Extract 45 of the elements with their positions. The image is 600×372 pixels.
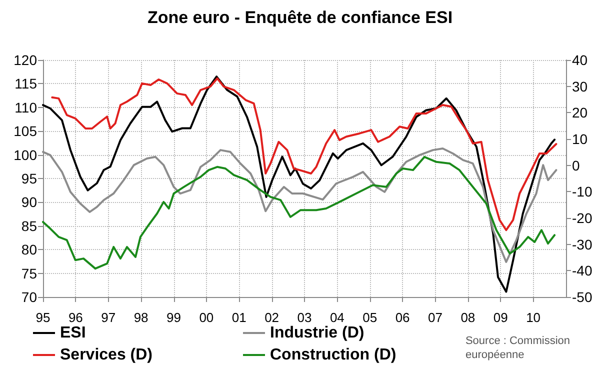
y-tick-label: 90 (21, 194, 38, 210)
legend-label: Services (D) (60, 346, 152, 364)
legend-label: Industrie (D) (270, 324, 364, 342)
y-tick-label: 80 (21, 242, 38, 258)
y-tick-label: 70 (21, 289, 38, 305)
chart-title: Zone euro - Enquête de confiance ESI (147, 8, 453, 27)
y2-tick-label: 0 (572, 157, 580, 174)
x-tick-label: 98 (134, 310, 148, 325)
x-tick-label: 05 (362, 310, 378, 325)
source-note: Source : Commission européenne (465, 335, 570, 361)
y2-tick-label: 40 (572, 52, 588, 68)
y2-tick-label: -20 (572, 210, 592, 226)
x-tick-label: 09 (493, 310, 508, 325)
legend-label: Construction (D) (270, 346, 396, 364)
x-tick-label: 01 (232, 310, 246, 325)
y2-tick-label: 10 (572, 131, 588, 147)
x-tick-label: 99 (166, 310, 181, 325)
x-tick-label: 06 (395, 310, 410, 325)
x-tick-label: 95 (36, 310, 50, 325)
y2-tick-label: -30 (572, 236, 592, 252)
legend-label: ESI (60, 324, 86, 342)
y2-tick-label: -10 (572, 184, 592, 200)
y-tick-label: 100 (14, 146, 38, 163)
y2-tick-label: 30 (572, 78, 588, 94)
x-tick-label: 02 (264, 310, 280, 325)
y-tick-label: 75 (21, 265, 38, 282)
x-tick-label: 10 (526, 310, 541, 325)
y2-tick-label: -40 (572, 262, 592, 279)
x-tick-label: 96 (68, 310, 83, 325)
x-tick-label: 00 (199, 310, 214, 325)
x-tick-label: 04 (330, 310, 344, 325)
line-series (51, 77, 558, 232)
y-tick-label: 120 (14, 52, 38, 68)
x-tick-label: 08 (460, 310, 476, 325)
y-tick-label: 95 (21, 170, 38, 186)
line-series (42, 76, 556, 293)
y2-tick-label: 20 (572, 104, 588, 121)
x-tick-label: 97 (101, 310, 116, 325)
y-tick-label: 110 (14, 99, 38, 116)
y-tick-label: 115 (14, 76, 38, 92)
x-tick-label: 07 (428, 310, 442, 325)
x-tick-label: 03 (297, 310, 312, 325)
y2-tick-label: -50 (572, 289, 592, 305)
y-tick-label: 85 (21, 218, 38, 234)
y-tick-label: 105 (14, 123, 38, 140)
